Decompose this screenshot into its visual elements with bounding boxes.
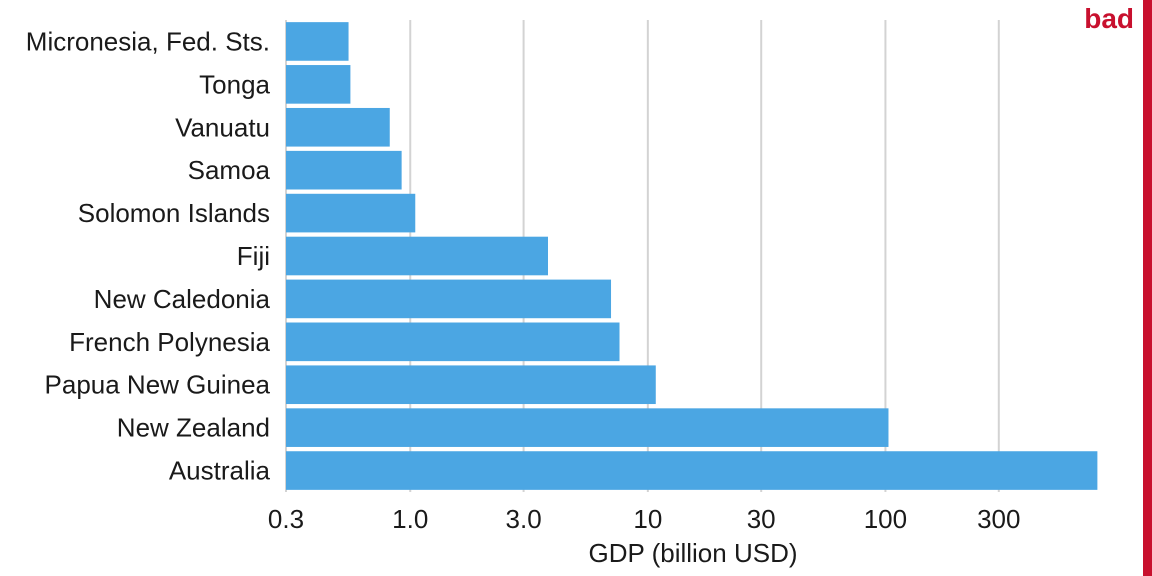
bar xyxy=(286,279,612,319)
bar xyxy=(286,193,416,233)
bar xyxy=(286,65,351,104)
x-tick-label: 1.0 xyxy=(392,504,428,534)
category-label: Solomon Islands xyxy=(78,198,270,228)
category-label: New Zealand xyxy=(117,413,270,443)
category-label: Vanuatu xyxy=(175,112,270,142)
x-tick-labels: 0.3 1.0 3.0 10 30 100 300 xyxy=(268,504,1021,534)
category-label: Papua New Guinea xyxy=(45,370,271,400)
bar xyxy=(286,322,620,362)
category-label: Fiji xyxy=(237,241,270,271)
x-tick-label: 3.0 xyxy=(506,504,542,534)
category-label: Australia xyxy=(169,456,271,486)
bar xyxy=(286,150,402,190)
bar xyxy=(286,408,889,447)
bar xyxy=(286,365,656,405)
x-tick-label: 30 xyxy=(747,504,776,534)
x-tick-label: 100 xyxy=(864,504,907,534)
x-tick-label: 0.3 xyxy=(268,504,304,534)
x-tick-label: 10 xyxy=(633,504,662,534)
bar xyxy=(286,22,349,61)
badge-label: bad xyxy=(1084,3,1134,34)
x-tick-label: 300 xyxy=(977,504,1020,534)
bar xyxy=(286,236,548,276)
bar xyxy=(286,451,1098,490)
category-label: French Polynesia xyxy=(69,327,270,357)
x-axis-title: GDP (billion USD) xyxy=(588,538,797,568)
category-labels: Micronesia, Fed. Sts. Tonga Vanuatu Samoa So… xyxy=(26,26,271,485)
category-label: Micronesia, Fed. Sts. xyxy=(26,26,270,56)
category-label: Samoa xyxy=(188,155,271,185)
category-label: New Caledonia xyxy=(94,284,271,314)
badge-edge-bar xyxy=(1143,0,1152,576)
bar xyxy=(286,107,390,147)
category-label: Tonga xyxy=(199,69,270,99)
bars xyxy=(286,22,1098,490)
